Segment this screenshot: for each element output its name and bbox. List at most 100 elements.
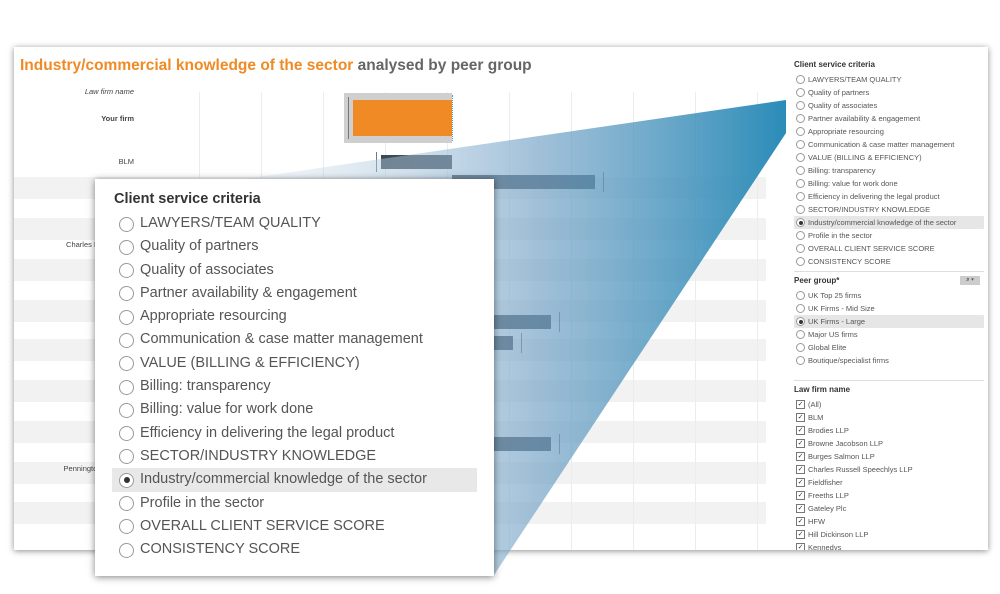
radio-icon[interactable]: [119, 263, 134, 279]
radio-icon[interactable]: [796, 75, 805, 84]
radio-icon[interactable]: [796, 244, 805, 253]
zoom-radio-option[interactable]: LAWYERS/TEAM QUALITY: [112, 212, 477, 235]
search-icon[interactable]: ⌕ ▾: [960, 276, 980, 285]
radio-icon[interactable]: [796, 343, 805, 352]
radio-option[interactable]: Communication & case matter management: [794, 138, 984, 151]
zoom-radio-option[interactable]: Communication & case matter management: [112, 328, 477, 351]
checkbox-icon[interactable]: ✓: [796, 439, 805, 448]
radio-icon[interactable]: [796, 317, 805, 326]
radio-option[interactable]: Quality of associates: [794, 99, 984, 112]
radio-icon[interactable]: [796, 257, 805, 266]
checkbox-option[interactable]: ✓ Freeths LLP: [794, 489, 984, 502]
radio-icon[interactable]: [119, 309, 134, 325]
radio-option[interactable]: UK Firms - Large: [794, 315, 984, 328]
checkbox-icon[interactable]: ✓: [796, 465, 805, 474]
radio-icon[interactable]: [119, 356, 134, 372]
checkbox-icon[interactable]: ✓: [796, 491, 805, 500]
radio-option[interactable]: Billing: value for work done: [794, 177, 984, 190]
zoom-radio-option[interactable]: CONSISTENCY SCORE: [112, 538, 477, 561]
option-label: Industry/commercial knowledge of the sec…: [140, 471, 427, 488]
radio-option[interactable]: Major US firms: [794, 328, 984, 341]
radio-option[interactable]: Profile in the sector: [794, 229, 984, 242]
radio-icon[interactable]: [119, 449, 134, 465]
zoom-radio-option[interactable]: Efficiency in delivering the legal produ…: [112, 422, 477, 445]
radio-icon[interactable]: [796, 140, 805, 149]
radio-icon[interactable]: [796, 192, 805, 201]
radio-icon[interactable]: [796, 179, 805, 188]
zoom-radio-option[interactable]: Quality of associates: [112, 259, 477, 282]
checkbox-icon[interactable]: ✓: [796, 530, 805, 539]
checkbox-option[interactable]: ✓ Burges Salmon LLP: [794, 450, 984, 463]
radio-icon[interactable]: [119, 472, 134, 488]
radio-icon[interactable]: [796, 127, 805, 136]
radio-option[interactable]: UK Firms - Mid Size: [794, 302, 984, 315]
zoom-radio-option[interactable]: VALUE (BILLING & EFFICIENCY): [112, 352, 477, 375]
zoom-radio-option[interactable]: Industry/commercial knowledge of the sec…: [112, 468, 477, 492]
checkbox-option[interactable]: ✓ Fieldfisher: [794, 476, 984, 489]
zoom-radio-option[interactable]: Profile in the sector: [112, 492, 477, 515]
radio-icon[interactable]: [796, 114, 805, 123]
radio-icon[interactable]: [119, 496, 134, 512]
radio-option[interactable]: SECTOR/INDUSTRY KNOWLEDGE: [794, 203, 984, 216]
radio-option[interactable]: Industry/commercial knowledge of the sec…: [794, 216, 984, 229]
checkbox-option[interactable]: ✓ Hill Dickinson LLP: [794, 528, 984, 541]
zoom-radio-option[interactable]: Quality of partners: [112, 235, 477, 258]
radio-icon[interactable]: [796, 231, 805, 240]
radio-icon[interactable]: [796, 330, 805, 339]
radio-icon[interactable]: [119, 519, 134, 535]
option-label: UK Firms - Large: [808, 317, 866, 326]
radio-option[interactable]: UK Top 25 firms: [794, 289, 984, 302]
checkbox-icon[interactable]: ✓: [796, 504, 805, 513]
radio-icon[interactable]: [119, 542, 134, 558]
checkbox-icon[interactable]: ✓: [796, 517, 805, 526]
checkbox-icon[interactable]: ✓: [796, 478, 805, 487]
checkbox-icon[interactable]: ✓: [796, 543, 805, 550]
zoom-radio-option[interactable]: SECTOR/INDUSTRY KNOWLEDGE: [112, 445, 477, 468]
radio-option[interactable]: Boutique/specialist firms: [794, 354, 984, 367]
checkbox-option[interactable]: ✓ HFW: [794, 515, 984, 528]
radio-icon[interactable]: [119, 239, 134, 255]
radio-icon[interactable]: [119, 402, 134, 418]
radio-icon[interactable]: [796, 356, 805, 365]
checkbox-icon[interactable]: ✓: [796, 452, 805, 461]
radio-icon[interactable]: [119, 426, 134, 442]
radio-icon[interactable]: [119, 332, 134, 348]
radio-icon[interactable]: [796, 304, 805, 313]
zoom-radio-option[interactable]: Billing: value for work done: [112, 398, 477, 421]
checkbox-option[interactable]: ✓ Browne Jacobson LLP: [794, 437, 984, 450]
radio-option[interactable]: Appropriate resourcing: [794, 125, 984, 138]
option-label: Boutique/specialist firms: [808, 356, 889, 365]
checkbox-option[interactable]: ✓ Kennedys: [794, 541, 984, 550]
radio-option[interactable]: Global Elite: [794, 341, 984, 354]
radio-icon[interactable]: [119, 379, 134, 395]
checkbox-icon[interactable]: ✓: [796, 426, 805, 435]
radio-option[interactable]: Billing: transparency: [794, 164, 984, 177]
radio-icon[interactable]: [119, 286, 134, 302]
radio-icon[interactable]: [796, 153, 805, 162]
radio-icon[interactable]: [796, 205, 805, 214]
checkbox-option[interactable]: ✓ Charles Russell Speechlys LLP: [794, 463, 984, 476]
radio-option[interactable]: Partner availability & engagement: [794, 112, 984, 125]
zoom-radio-option[interactable]: OVERALL CLIENT SERVICE SCORE: [112, 515, 477, 538]
radio-option[interactable]: CONSISTENCY SCORE: [794, 255, 984, 268]
radio-icon[interactable]: [796, 88, 805, 97]
radio-option[interactable]: OVERALL CLIENT SERVICE SCORE: [794, 242, 984, 255]
zoom-radio-option[interactable]: Billing: transparency: [112, 375, 477, 398]
radio-icon[interactable]: [796, 166, 805, 175]
radio-icon[interactable]: [796, 218, 805, 227]
radio-option[interactable]: VALUE (BILLING & EFFICIENCY): [794, 151, 984, 164]
checkbox-option[interactable]: ✓ BLM: [794, 411, 984, 424]
checkbox-icon[interactable]: ✓: [796, 413, 805, 422]
radio-icon[interactable]: [796, 291, 805, 300]
zoom-radio-option[interactable]: Appropriate resourcing: [112, 305, 477, 328]
radio-option[interactable]: Quality of partners: [794, 86, 984, 99]
checkbox-option[interactable]: ✓ Brodies LLP: [794, 424, 984, 437]
checkbox-option[interactable]: ✓ Gateley Plc: [794, 502, 984, 515]
checkbox-icon[interactable]: ✓: [796, 400, 805, 409]
radio-icon[interactable]: [119, 216, 134, 232]
radio-icon[interactable]: [796, 101, 805, 110]
radio-option[interactable]: Efficiency in delivering the legal produ…: [794, 190, 984, 203]
checkbox-option[interactable]: ✓ (All): [794, 398, 984, 411]
zoom-radio-option[interactable]: Partner availability & engagement: [112, 282, 477, 305]
radio-option[interactable]: LAWYERS/TEAM QUALITY: [794, 73, 984, 86]
